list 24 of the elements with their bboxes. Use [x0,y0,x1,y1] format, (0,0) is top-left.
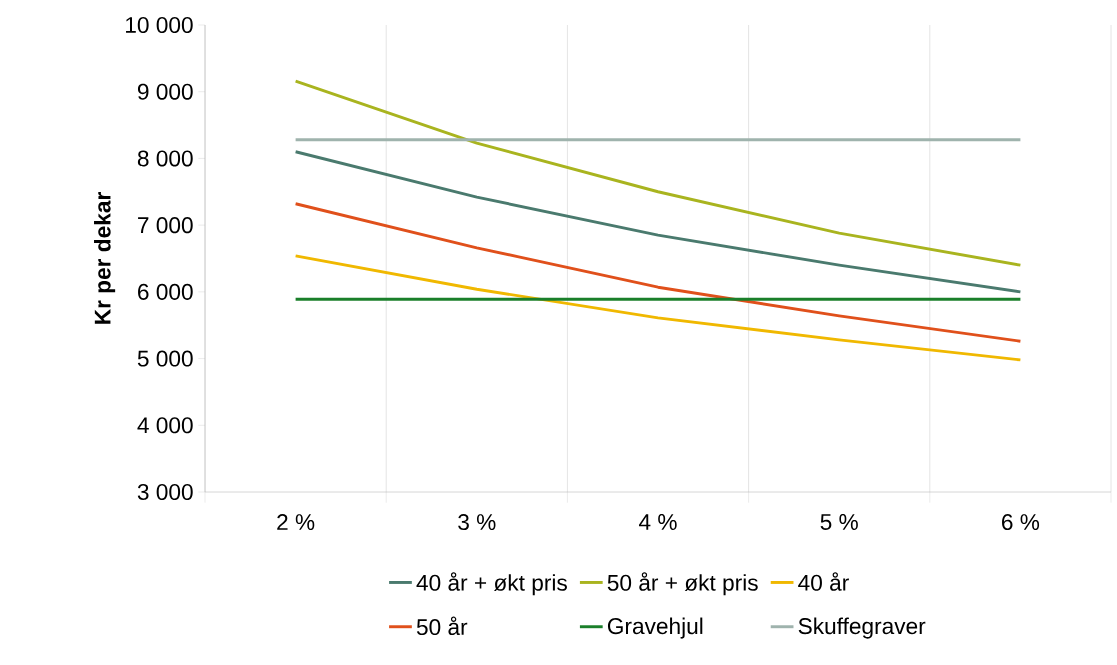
x-tick-label: 4 % [639,514,677,530]
line-series [294,79,1022,267]
line-series [294,202,1022,343]
line-series [294,150,1022,294]
y-tick-label: 5 000 [137,350,193,367]
y-axis-title: Kr per dekar [94,192,116,324]
legend-label: Gravehjul [607,617,703,639]
x-tick-label: 5 % [820,514,858,530]
y-tick-label: 8 000 [137,150,193,167]
x-tick-label: 2 % [277,514,315,530]
legend-label: Skuffegraver [798,617,926,639]
y-tick-label: 9 000 [137,83,193,100]
legend-label: 40 år + økt pris [416,572,567,596]
y-tick-label: 10 000 [126,16,193,34]
legend-label: 50 år + økt pris [607,572,758,596]
x-tick-label: 3 % [458,514,496,531]
y-tick-label: 4 000 [137,417,193,434]
x-tick-label: 6 % [1002,514,1040,531]
y-tick-label: 7 000 [138,217,193,234]
y-tick-label: 6 000 [138,283,193,300]
y-tick-label: 3 000 [137,483,193,501]
legend-label: 40 år [798,572,849,591]
legend-label: 50 år [416,616,468,636]
line-series [294,254,1022,362]
